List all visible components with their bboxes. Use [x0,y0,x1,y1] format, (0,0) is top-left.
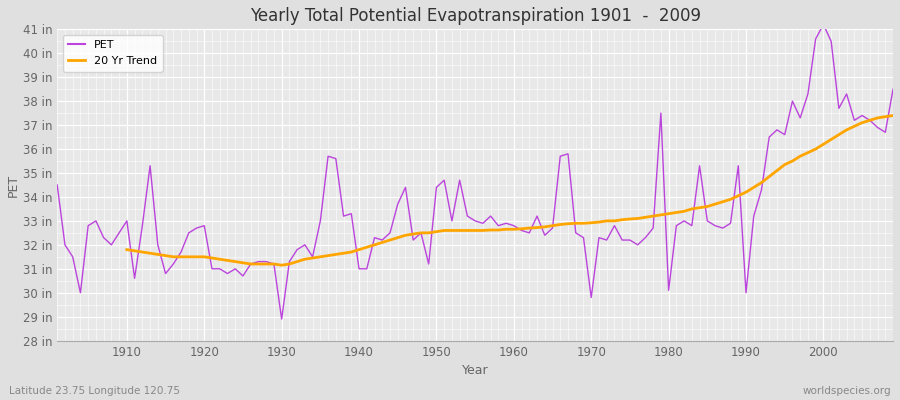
Y-axis label: PET: PET [7,173,20,196]
X-axis label: Year: Year [462,364,489,377]
Legend: PET, 20 Yr Trend: PET, 20 Yr Trend [63,35,163,72]
Text: worldspecies.org: worldspecies.org [803,386,891,396]
Text: Latitude 23.75 Longitude 120.75: Latitude 23.75 Longitude 120.75 [9,386,180,396]
Title: Yearly Total Potential Evapotranspiration 1901  -  2009: Yearly Total Potential Evapotranspiratio… [249,7,700,25]
